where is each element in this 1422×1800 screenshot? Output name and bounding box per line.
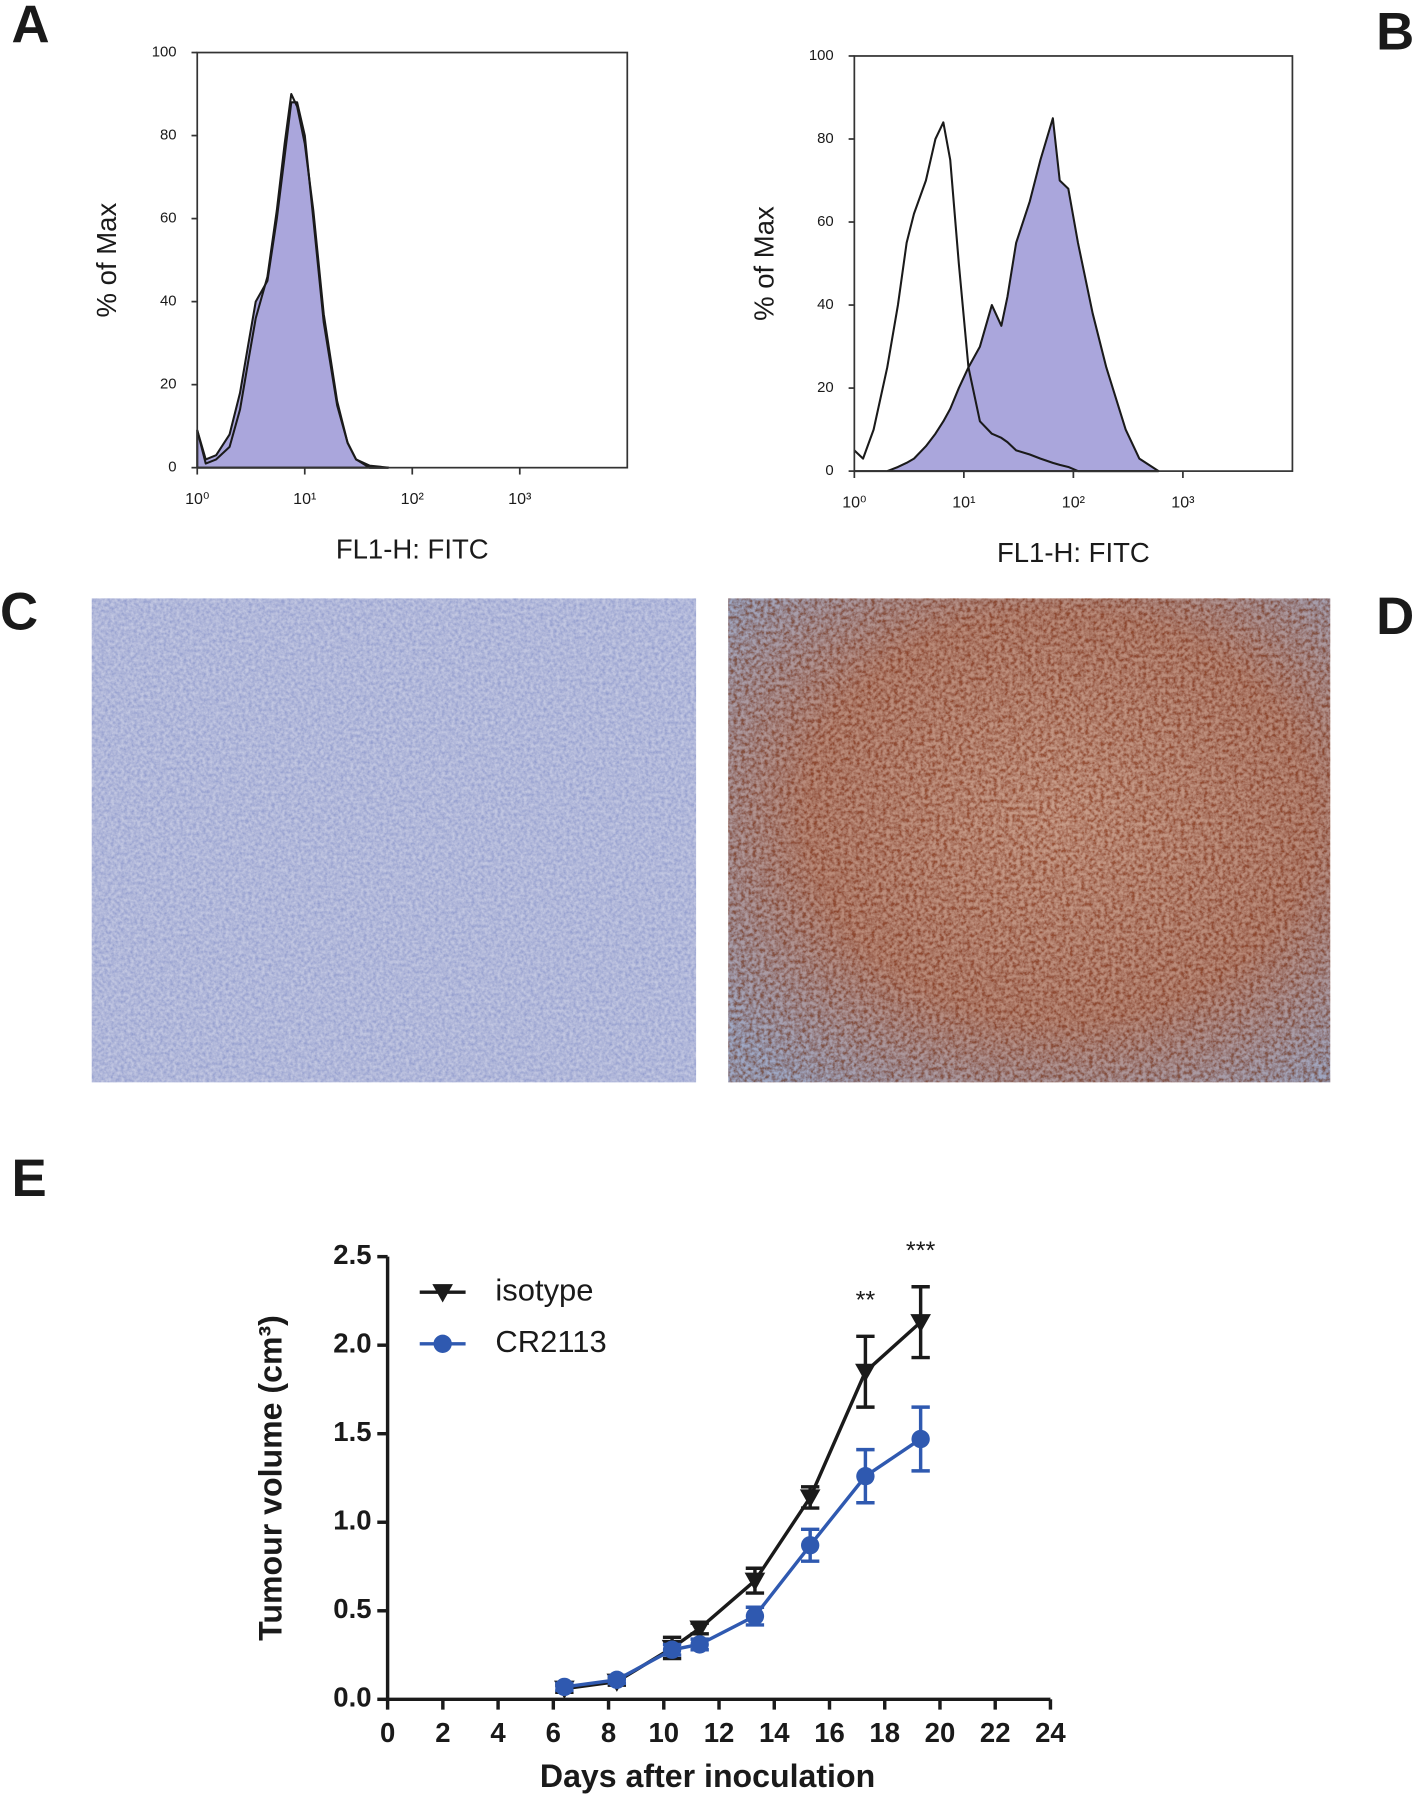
y-tick-label: 20 [160, 377, 177, 393]
x-tick-label: 0 [380, 1717, 395, 1748]
x-tick-label: 12 [704, 1717, 735, 1748]
x-tick-label: 10² [1062, 493, 1086, 511]
x-tick-label: 10⁰ [842, 493, 866, 511]
legend-marker [432, 1284, 453, 1303]
data-point [555, 1677, 574, 1697]
panel-label: B [1376, 2, 1414, 61]
y-tick-label: 20 [817, 380, 834, 396]
panel-label: E [11, 1149, 46, 1208]
y-tick-label: 40 [160, 294, 177, 310]
panel-label: A [11, 0, 49, 54]
y-tick-label: 80 [817, 131, 834, 147]
panel-label: D [1376, 587, 1414, 646]
x-tick-label: 20 [925, 1717, 956, 1748]
data-point [662, 1640, 682, 1659]
x-tick-label: 10³ [508, 490, 532, 508]
histogram-area [196, 101, 390, 469]
x-tick-label: 10² [401, 490, 425, 508]
y-tick-label: 100 [809, 48, 834, 64]
x-tick-label: 4 [490, 1717, 506, 1748]
legend-label: isotype [495, 1272, 593, 1307]
y-tick-label: 2.5 [333, 1239, 371, 1270]
y-tick-label: 80 [160, 127, 177, 143]
x-tick-label: 10 [648, 1717, 679, 1748]
y-axis-label: Tumour volume (cm³) [252, 1315, 288, 1641]
y-tick-label: 2.0 [333, 1327, 371, 1358]
data-point [689, 1620, 711, 1639]
data-point [744, 1572, 766, 1591]
micrograph-stained [728, 598, 1331, 1083]
x-tick-label: 6 [546, 1717, 561, 1748]
panel-label: C [0, 583, 38, 642]
x-tick-label: 24 [1035, 1717, 1066, 1748]
x-tick-label: 18 [869, 1717, 900, 1748]
x-tick-label: 14 [759, 1717, 790, 1748]
x-tick-label: 16 [814, 1717, 845, 1748]
y-tick-label: 0.0 [333, 1682, 371, 1713]
y-axis-label: % of Max [91, 203, 122, 318]
legend-marker [433, 1334, 452, 1353]
legend-label: CR2113 [495, 1324, 606, 1359]
data-point [690, 1635, 709, 1654]
x-tick-label: 2 [435, 1717, 450, 1748]
data-point [799, 1489, 821, 1508]
data-point [910, 1314, 931, 1333]
histogram-outline [196, 93, 389, 469]
y-tick-label: 60 [160, 211, 177, 227]
y-tick-label: 100 [152, 44, 177, 60]
data-point [911, 1429, 930, 1449]
x-tick-label: 10³ [1171, 493, 1195, 511]
y-tick-label: 60 [817, 214, 834, 230]
y-tick-label: 0 [825, 463, 833, 479]
y-axis-label: % of Max [748, 206, 779, 321]
data-point [745, 1606, 765, 1626]
significance-label: *** [906, 1237, 936, 1265]
histogram-area [853, 117, 1160, 473]
data-point [800, 1536, 820, 1555]
x-axis-label: FL1-H: FITC [336, 534, 489, 565]
significance-label: ** [856, 1287, 876, 1315]
micrograph-control [91, 598, 697, 1083]
data-point [855, 1363, 876, 1383]
x-axis-label: Days after inoculation [540, 1758, 875, 1794]
x-axis-label: FL1-H: FITC [997, 537, 1150, 568]
data-point [856, 1467, 875, 1486]
y-tick-label: 0 [168, 460, 176, 476]
x-tick-label: 22 [980, 1717, 1011, 1748]
data-point [607, 1670, 627, 1689]
y-tick-label: 40 [817, 297, 834, 313]
x-tick-label: 10¹ [293, 490, 316, 508]
x-tick-label: 8 [601, 1717, 616, 1748]
x-tick-label: 10⁰ [185, 490, 209, 508]
series-line [564, 1437, 922, 1689]
y-tick-label: 1.5 [333, 1416, 371, 1447]
x-tick-label: 10¹ [952, 493, 975, 511]
y-tick-label: 0.5 [333, 1593, 371, 1624]
y-tick-label: 1.0 [333, 1505, 371, 1536]
